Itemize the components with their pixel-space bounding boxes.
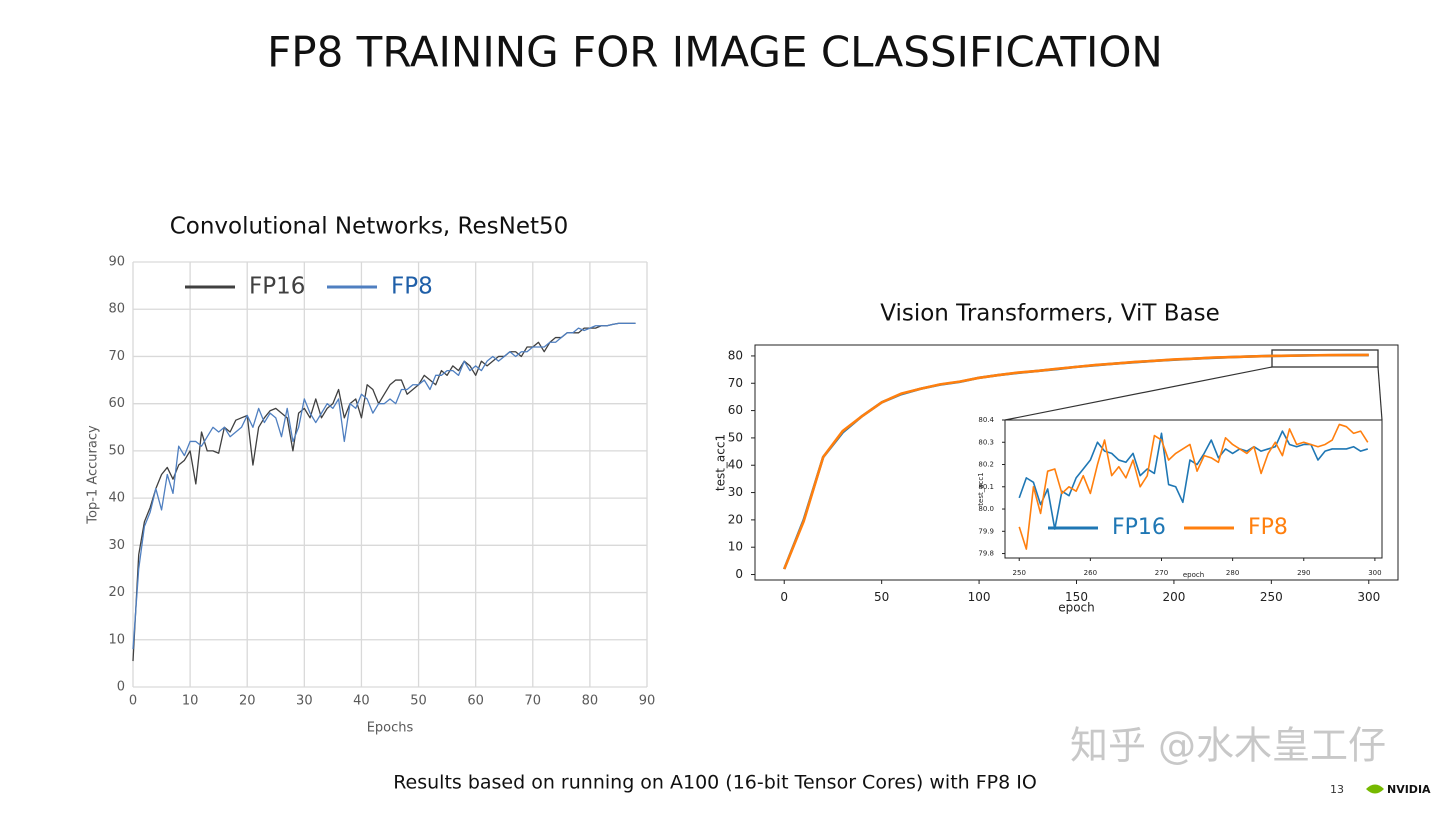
- chart: Vision Transformers, ViT Base 0 10 20 30 40 50…: [714, 301, 1399, 615]
- series-line: [1018, 423, 1369, 550]
- y-tick-label: 10: [108, 632, 125, 647]
- y-tick-label: 60: [728, 403, 743, 417]
- y-tick-label: 60: [108, 396, 125, 411]
- zoom-connector: [1004, 366, 1273, 421]
- y-tick-label: 80: [108, 302, 125, 317]
- x-tick-label: 270: [1155, 569, 1168, 577]
- y-tick-label: 79.9: [978, 527, 994, 535]
- x-tick-label: 40: [353, 693, 370, 708]
- chart: Convolutional Networks, ResNet50 0 10 20 30 4…: [86, 214, 656, 736]
- page-number: 13: [1330, 783, 1344, 796]
- zoom-box: [1271, 349, 1379, 368]
- x-tick-label: 80: [582, 693, 599, 708]
- y-tick-label: 0: [735, 567, 743, 581]
- slide-title: FP8 TRAINING FOR IMAGE CLASSIFICATION: [267, 28, 1163, 77]
- legend-label: FP8: [1248, 515, 1288, 540]
- x-tick-label: 250: [1013, 569, 1026, 577]
- x-tick-label: 30: [296, 693, 313, 708]
- y-tick-label: 80.3: [978, 438, 994, 446]
- chart: 79.8 79.9 80.0 80.1 80.2 80.3 80.4 250 260 270 280…: [977, 416, 1383, 579]
- plot-frame: [1004, 419, 1383, 559]
- x-tick-label: 60: [467, 693, 484, 708]
- plot-frame: [754, 344, 1399, 581]
- x-tick-label: 10: [182, 693, 199, 708]
- inset-background: [1005, 420, 1382, 558]
- logo-eye: [1366, 784, 1384, 794]
- y-tick-label: 80.0: [978, 505, 994, 513]
- x-tick-label: 290: [1297, 569, 1310, 577]
- y-tick-label: 90: [108, 255, 125, 270]
- x-tick-label: 0: [129, 693, 137, 708]
- y-tick-label: 50: [108, 443, 125, 458]
- x-tick-label: 280: [1226, 569, 1239, 577]
- x-tick-label: 250: [1260, 590, 1283, 604]
- x-tick-label: 300: [1357, 590, 1380, 604]
- x-tick-label: 50: [410, 693, 427, 708]
- y-tick-label: 20: [728, 512, 743, 526]
- series-line: [783, 353, 1369, 570]
- y-tick-label: 40: [728, 458, 743, 472]
- watermark: 知乎 @水木皇工仔: [1070, 724, 1386, 768]
- y-tick-label: 80.4: [978, 416, 994, 424]
- y-tick-label: 80.2: [978, 461, 994, 469]
- y-axis-label: Top-1 Accuracy: [86, 425, 101, 525]
- x-tick-label: 150: [1065, 590, 1088, 604]
- series-line: [132, 322, 636, 662]
- y-tick-label: 50: [728, 430, 743, 444]
- legend-label: FP16: [1112, 515, 1166, 540]
- footnote: Results based on running on A100 (16-bit…: [393, 772, 1037, 794]
- logo: NVIDIA: [1366, 783, 1431, 796]
- y-tick-label: 10: [728, 540, 743, 554]
- y-tick-label: 30: [728, 485, 743, 499]
- legend-label: FP16: [249, 274, 305, 300]
- y-tick-label: 0: [117, 680, 125, 695]
- legend-label: FP8: [391, 274, 433, 300]
- y-tick-label: 70: [728, 376, 743, 390]
- y-tick-label: 70: [108, 349, 125, 364]
- x-tick-label: 90: [639, 693, 656, 708]
- y-axis-label: test_acc1: [977, 472, 985, 505]
- y-tick-label: 40: [108, 491, 125, 506]
- y-axis-label: test_acc1: [714, 434, 728, 491]
- y-tick-label: 79.8: [978, 550, 994, 558]
- logo-text: NVIDIA: [1387, 783, 1431, 796]
- x-tick-label: 260: [1084, 569, 1097, 577]
- x-tick-label: 200: [1162, 590, 1185, 604]
- x-axis-label: Epochs: [367, 721, 414, 736]
- series-line: [132, 322, 636, 650]
- x-tick-label: 300: [1368, 569, 1381, 577]
- x-axis-label: epoch: [1183, 571, 1204, 579]
- y-tick-label: 20: [108, 585, 125, 600]
- x-tick-label: 20: [239, 693, 256, 708]
- zoom-connector: [1377, 366, 1383, 421]
- chart-title: Convolutional Networks, ResNet50: [170, 214, 569, 240]
- chart-title: Vision Transformers, ViT Base: [880, 301, 1220, 327]
- x-tick-label: 50: [874, 590, 889, 604]
- x-tick-label: 70: [525, 693, 542, 708]
- x-tick-label: 0: [780, 590, 788, 604]
- x-tick-label: 100: [968, 590, 991, 604]
- x-axis-label: epoch: [1058, 601, 1095, 615]
- y-tick-label: 30: [108, 538, 125, 553]
- y-tick-label: 80: [728, 348, 743, 362]
- y-tick-label: 80.1: [978, 483, 994, 491]
